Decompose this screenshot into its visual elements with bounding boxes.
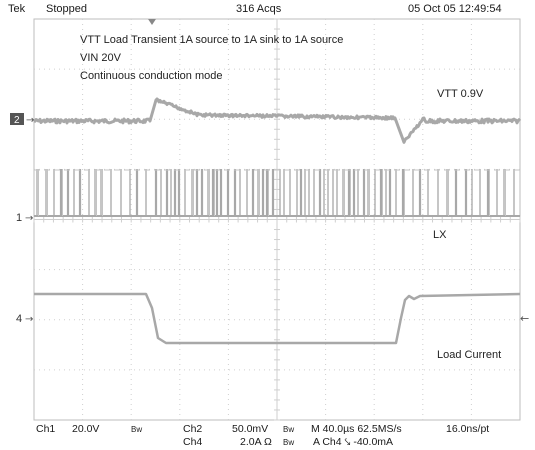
svg-text:1: 1 (16, 212, 22, 224)
svg-text:→: → (25, 314, 33, 325)
acquisition-state: Stopped (46, 3, 87, 15)
ch1-scale: 20.0V (72, 423, 100, 435)
ch4-label: Ch4 (183, 436, 203, 448)
svg-text:→: → (26, 115, 34, 126)
vtt-waveform (33, 97, 522, 144)
ch1-bandwidth: Bw (131, 425, 143, 434)
ch2-label: Ch2 (183, 423, 203, 435)
trigger-position-marker (148, 19, 156, 25)
ch4-impedance: Ω (264, 436, 272, 448)
load-current-label: Load Current (437, 349, 502, 361)
ch1-marker: 1 → (16, 212, 33, 224)
lx-waveform (34, 169, 520, 217)
ch2-scale: 50.0mV (232, 423, 269, 435)
timebase-readout: M 40.0µs 62.5MS/s (311, 423, 402, 435)
graticule-grid (33, 18, 521, 421)
settings-readout: Ch1 20.0V Bw Ch2 50.0mV Bw Ch4 2.0A Ω Bw… (0, 420, 535, 450)
ch2-bandwidth: Bw (283, 425, 295, 434)
plot-title: VTT Load Transient 1A source to 1A sink … (80, 34, 344, 46)
vtt-label: VTT 0.9V (437, 88, 484, 100)
resolution-readout: 16.0ns/pt (446, 423, 490, 435)
load-current-waveform (34, 292, 521, 345)
brand-label: Tek (8, 3, 26, 15)
date-time: 05 Oct 05 12:49:54 (408, 3, 502, 15)
svg-text:4: 4 (16, 313, 22, 325)
svg-text:←: ← (520, 312, 529, 325)
ch4-marker: 4 → (16, 313, 33, 325)
ch4-scale: 2.0A (240, 436, 262, 448)
status-bar: Tek Stopped 316 Acqs 05 Oct 05 12:49:54 (0, 0, 535, 18)
lx-label: LX (433, 229, 447, 241)
trigger-level-marker: ← (520, 312, 529, 325)
waveform-traces (33, 97, 522, 345)
trigger-readout: A Ch4 ⤥ -40.0mA (313, 436, 394, 448)
ch1-label: Ch1 (36, 423, 56, 435)
ch4-bandwidth: Bw (283, 438, 295, 447)
svg-text:2: 2 (14, 115, 20, 126)
svg-text:→: → (25, 213, 33, 224)
ch2-marker: 2 → (10, 113, 34, 126)
acquisition-count: 316 Acqs (236, 3, 282, 15)
mode-annotation: Continuous conduction mode (80, 70, 223, 82)
vin-annotation: VIN 20V (80, 52, 121, 64)
